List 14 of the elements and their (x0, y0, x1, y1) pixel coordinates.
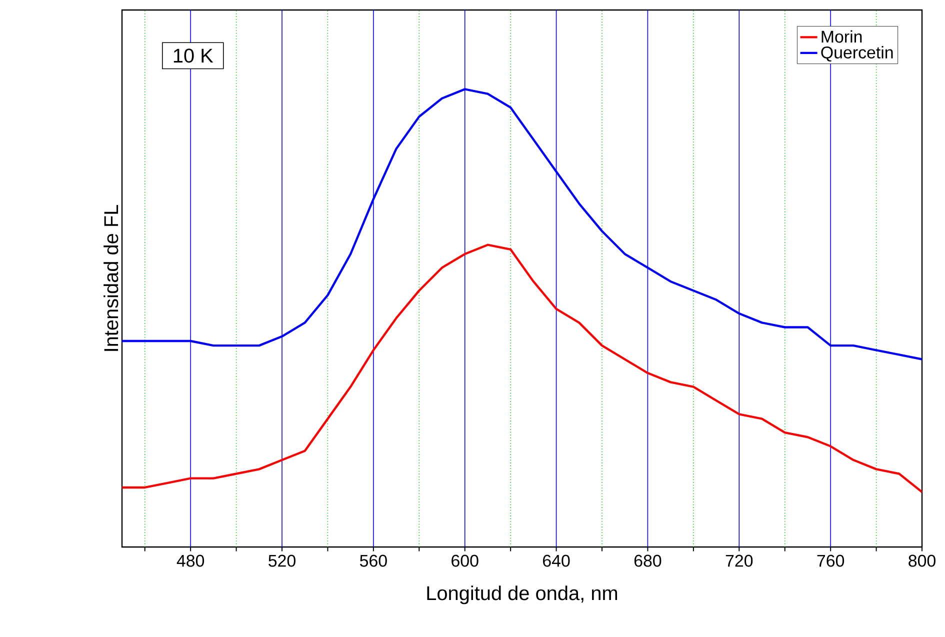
x-tick-label: 760 (817, 554, 844, 567)
x-tick-label: 560 (360, 554, 387, 567)
legend-label: Quercetin (821, 46, 893, 62)
x-tick-label: 680 (634, 554, 662, 567)
x-tick-label: 640 (543, 554, 570, 567)
text: 10 K (174, 48, 214, 63)
x-tick-label: 480 (176, 554, 204, 567)
x-tick-label: 800 (908, 554, 936, 567)
x-tick-label: 520 (268, 554, 296, 567)
y-axis-title: Intensidad de FL (104, 204, 118, 351)
x-tick-label: 720 (726, 554, 753, 567)
x-tick-label: 600 (452, 554, 478, 567)
legend-label: Morin (822, 30, 862, 43)
x-axis-title: Longitud de onda, nm (427, 586, 618, 604)
